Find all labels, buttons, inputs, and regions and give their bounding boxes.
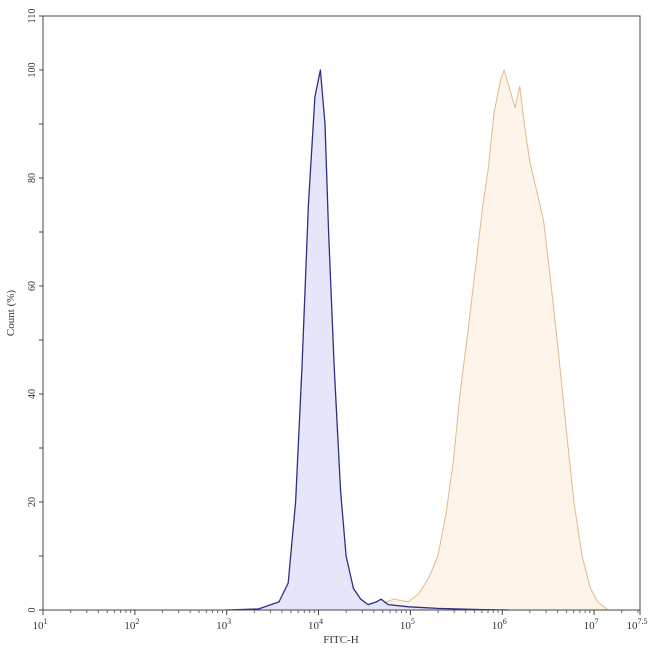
x-tick-label: 105 xyxy=(400,617,415,632)
x-tick-label: 107.5 xyxy=(627,617,648,632)
axes-layer: 0 20 40 60 80 100 110 101 102 103 104 105 106 107 107.… xyxy=(27,9,648,632)
x-axis-label: FITC-H xyxy=(323,634,359,646)
y-tick-label: 60 xyxy=(27,281,38,291)
y-axis-label: Count (%) xyxy=(5,290,17,336)
x-tick-label: 106 xyxy=(492,617,507,632)
series-1-line xyxy=(338,69,609,611)
series-0-line xyxy=(226,69,509,611)
x-tick-label: 104 xyxy=(308,617,323,632)
y-tick-label: 80 xyxy=(27,173,38,183)
plot-frame xyxy=(42,15,641,611)
series-1-fill xyxy=(338,70,608,610)
x-tick-label: 101 xyxy=(33,617,48,632)
y-tick-label: 0 xyxy=(27,608,38,613)
x-tick-label: 103 xyxy=(216,617,231,632)
x-tick-label: 107 xyxy=(584,617,599,632)
y-tick-label: 40 xyxy=(27,389,38,399)
y-tick-label: 110 xyxy=(27,9,38,24)
series-layer xyxy=(226,69,609,611)
x-tick-label: 102 xyxy=(124,617,139,632)
y-tick-label: 100 xyxy=(27,63,38,78)
y-tick-label: 20 xyxy=(27,497,38,507)
